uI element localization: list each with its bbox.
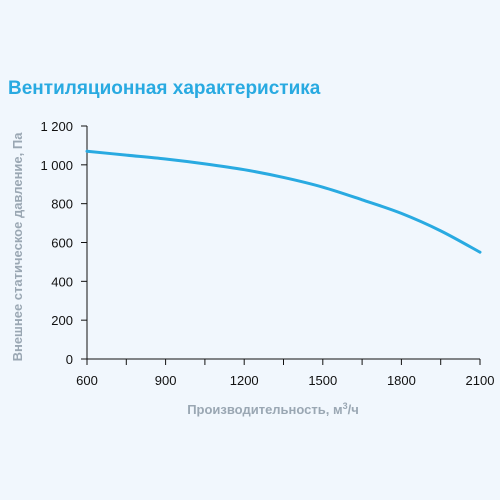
y-tick-label: 800 xyxy=(51,197,73,212)
y-axis-title-group: Внешнее статическое давление, Па xyxy=(10,132,25,362)
y-tick-label: 0 xyxy=(66,352,73,367)
series-line xyxy=(85,149,482,254)
x-tick-label: 1800 xyxy=(387,373,416,388)
y-axis-title: Внешнее статическое давление, Па xyxy=(10,132,25,362)
x-axis-title-sup: 3 xyxy=(343,401,348,411)
x-tick-label: 2100 xyxy=(466,373,495,388)
chart-title: Вентиляционная характеристика xyxy=(8,78,321,99)
x-tick-label: 600 xyxy=(76,373,98,388)
x-axis-title-tail: /ч xyxy=(348,402,359,417)
y-tick-label: 1 000 xyxy=(40,158,73,173)
x-tick-label: 1200 xyxy=(230,373,259,388)
x-tick-label: 900 xyxy=(155,373,177,388)
y-tick-label: 200 xyxy=(51,313,73,328)
axes xyxy=(86,126,480,360)
x-axis-title: Производительность, м3/ч xyxy=(187,401,359,417)
y-tick-label: 400 xyxy=(51,274,73,289)
y-tick-label: 600 xyxy=(51,236,73,251)
series xyxy=(85,149,482,254)
x-axis-title-main: Производительность, м xyxy=(187,402,342,417)
x-tick-label: 1500 xyxy=(308,373,337,388)
y-tick-label: 1 200 xyxy=(40,119,73,134)
ticks: 0 200 400 600 800 1 000 1 200 600 900 1200 1500 180… xyxy=(40,119,494,388)
